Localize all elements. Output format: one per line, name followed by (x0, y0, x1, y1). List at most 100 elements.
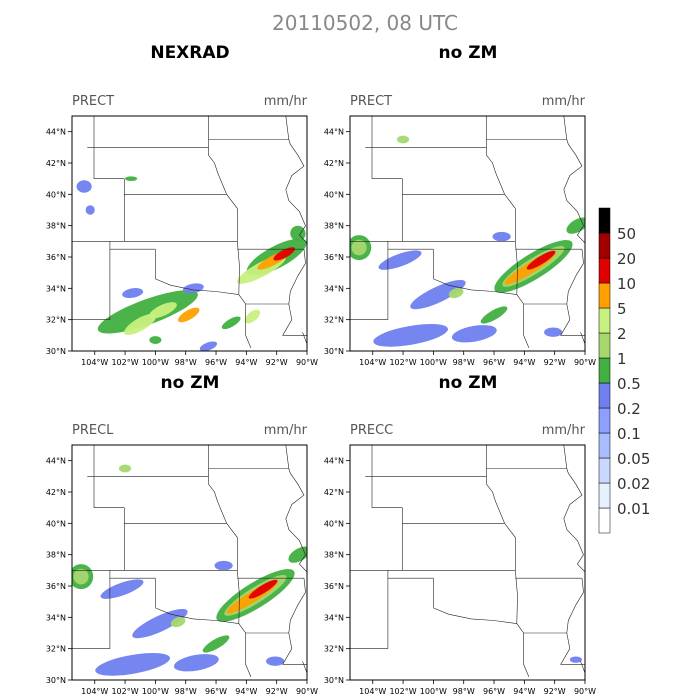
state-border (580, 661, 585, 674)
state-border (563, 445, 583, 519)
x-tick-label: 92°W (266, 358, 288, 367)
precip-cell (182, 283, 204, 294)
state-border (288, 249, 306, 305)
x-tick-label: 100°W (420, 358, 447, 367)
field-label: PRECT (72, 94, 114, 109)
y-tick-label: 38°N (324, 222, 344, 231)
x-tick-label: 92°W (266, 687, 288, 696)
legend-label: 5 (617, 300, 627, 318)
precip-cell (214, 560, 233, 571)
precip-cell (100, 579, 144, 599)
legend-swatch (598, 232, 611, 259)
state-border (282, 632, 307, 665)
map-panel-1: NEXRAD PRECT mm/hr 104°W 102°W 100°W 98°W 96°W 9… (46, 43, 318, 367)
state-border (302, 332, 307, 345)
y-tick-label: 36°N (46, 582, 66, 591)
precip-cell (132, 608, 188, 639)
state-border (282, 303, 307, 336)
y-tick-label: 30°N (324, 676, 344, 685)
legend-label: 20 (617, 250, 636, 268)
map-area (72, 445, 307, 678)
units-label: mm/hr (542, 94, 586, 109)
figure-title: 20110502, 08 UTC (272, 11, 458, 35)
legend-swatch (598, 482, 611, 509)
state-border (285, 116, 305, 190)
state-border (237, 241, 240, 295)
state-border (563, 116, 583, 190)
state-border (560, 632, 585, 665)
legend-swatch (598, 382, 611, 409)
x-tick-label: 94°W (513, 358, 535, 367)
y-tick-label: 32°N (324, 645, 344, 654)
precip-cell (544, 327, 563, 337)
state-border (433, 607, 517, 624)
state-border (560, 303, 585, 336)
state-border (516, 294, 530, 349)
x-tick-label: 96°W (483, 358, 505, 367)
y-tick-label: 34°N (324, 284, 344, 293)
legend-swatch (598, 507, 611, 534)
state-border (516, 623, 530, 678)
precip-cell (526, 250, 556, 270)
state-border (566, 249, 584, 305)
state-border (504, 194, 516, 242)
precip-cell (199, 341, 218, 351)
y-tick-label: 44°N (46, 128, 66, 137)
precip-cell (566, 217, 585, 234)
state-border (515, 570, 518, 624)
state-border (504, 523, 516, 571)
precip-cell (119, 464, 132, 473)
legend-label: 0.01 (617, 500, 650, 518)
field-label: PRECC (350, 423, 393, 438)
x-tick-label: 90°W (296, 358, 318, 367)
map-panel-3: no ZM PRECL mm/hr 104°W 102°W 100°W 98°W 96°W 94… (46, 373, 318, 696)
x-tick-label: 90°W (574, 687, 596, 696)
legend-swatch (598, 332, 611, 359)
x-tick-label: 98°W (453, 358, 475, 367)
precip-cell (177, 307, 200, 323)
map-area (72, 116, 307, 351)
precip-cell (378, 250, 422, 270)
precip-cell (273, 247, 296, 261)
y-tick-label: 44°N (324, 128, 344, 137)
legend-label: 0.2 (617, 400, 641, 418)
map-frame (349, 444, 586, 681)
x-tick-label: 94°W (513, 687, 535, 696)
state-border (238, 623, 252, 678)
panel-heading: no ZM (439, 373, 498, 393)
precip-cell (492, 231, 511, 242)
state-border (288, 578, 306, 634)
x-tick-label: 94°W (235, 687, 257, 696)
map-frame (71, 115, 308, 352)
state-border (237, 570, 240, 624)
precip-cell (480, 306, 508, 324)
precip-cell (448, 287, 464, 299)
precip-cell (373, 323, 449, 347)
x-tick-label: 96°W (205, 358, 227, 367)
y-tick-label: 40°N (324, 519, 344, 528)
units-label: mm/hr (264, 423, 308, 438)
units-label: mm/hr (264, 94, 308, 109)
x-tick-label: 96°W (483, 687, 505, 696)
y-tick-label: 40°N (46, 519, 66, 528)
y-tick-label: 34°N (46, 613, 66, 622)
legend-label: 1 (617, 350, 627, 368)
x-tick-label: 102°W (389, 358, 416, 367)
y-tick-label: 42°N (324, 159, 344, 168)
x-tick-label: 104°W (359, 358, 386, 367)
precip-cell (451, 325, 497, 343)
x-tick-label: 102°W (111, 358, 138, 367)
state-border (566, 578, 584, 634)
y-tick-label: 44°N (324, 457, 344, 466)
state-border (285, 518, 307, 573)
precip-cell (202, 635, 230, 653)
legend-label: 2 (617, 325, 627, 343)
y-tick-label: 40°N (46, 190, 66, 199)
legend-swatch (598, 307, 611, 334)
x-tick-label: 98°W (175, 687, 197, 696)
x-tick-label: 102°W (111, 687, 138, 696)
precip-cell (95, 652, 171, 676)
legend-swatch (598, 207, 611, 234)
state-border (580, 332, 585, 345)
